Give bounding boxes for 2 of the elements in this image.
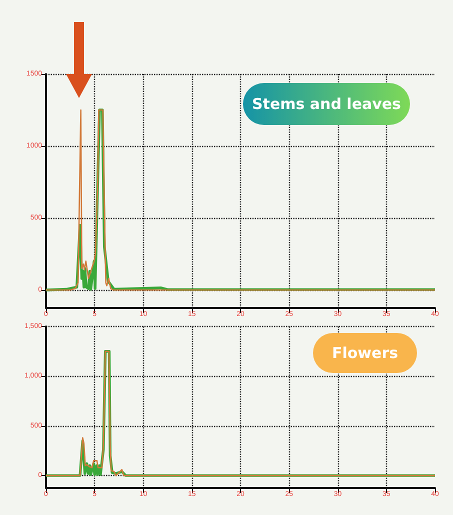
- annotation: Stems and leaves: [243, 83, 410, 125]
- annotation: Flowers: [313, 333, 417, 373]
